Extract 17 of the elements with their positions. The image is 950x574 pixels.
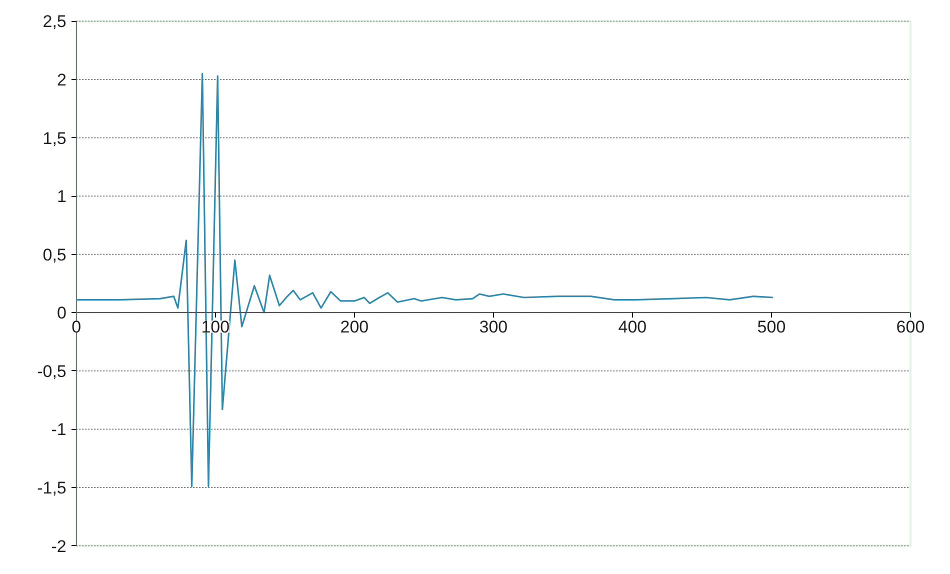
x-tick-label: 500	[757, 318, 786, 337]
y-tick-label: 0	[56, 304, 66, 323]
x-tick-label: 600	[896, 318, 925, 337]
y-tick-label: 1	[56, 187, 66, 206]
x-tick-label: 100	[201, 318, 230, 337]
x-tick-label: 200	[340, 318, 369, 337]
x-tick-label: 300	[479, 318, 508, 337]
y-tick-label: 0,5	[42, 245, 66, 264]
y-tick-label: -1	[51, 420, 66, 440]
y-tick-label: 1,5	[42, 128, 66, 148]
y-tick-label: -1,5	[37, 478, 66, 498]
y-tick-label: -2	[51, 536, 66, 556]
y-tick-label: 2	[56, 70, 66, 90]
y-tick-label: -0,5	[37, 362, 66, 381]
y-tick-label: 2,5	[42, 12, 66, 32]
x-tick-label: 400	[618, 318, 647, 337]
x-tick-label: 0	[72, 318, 82, 337]
